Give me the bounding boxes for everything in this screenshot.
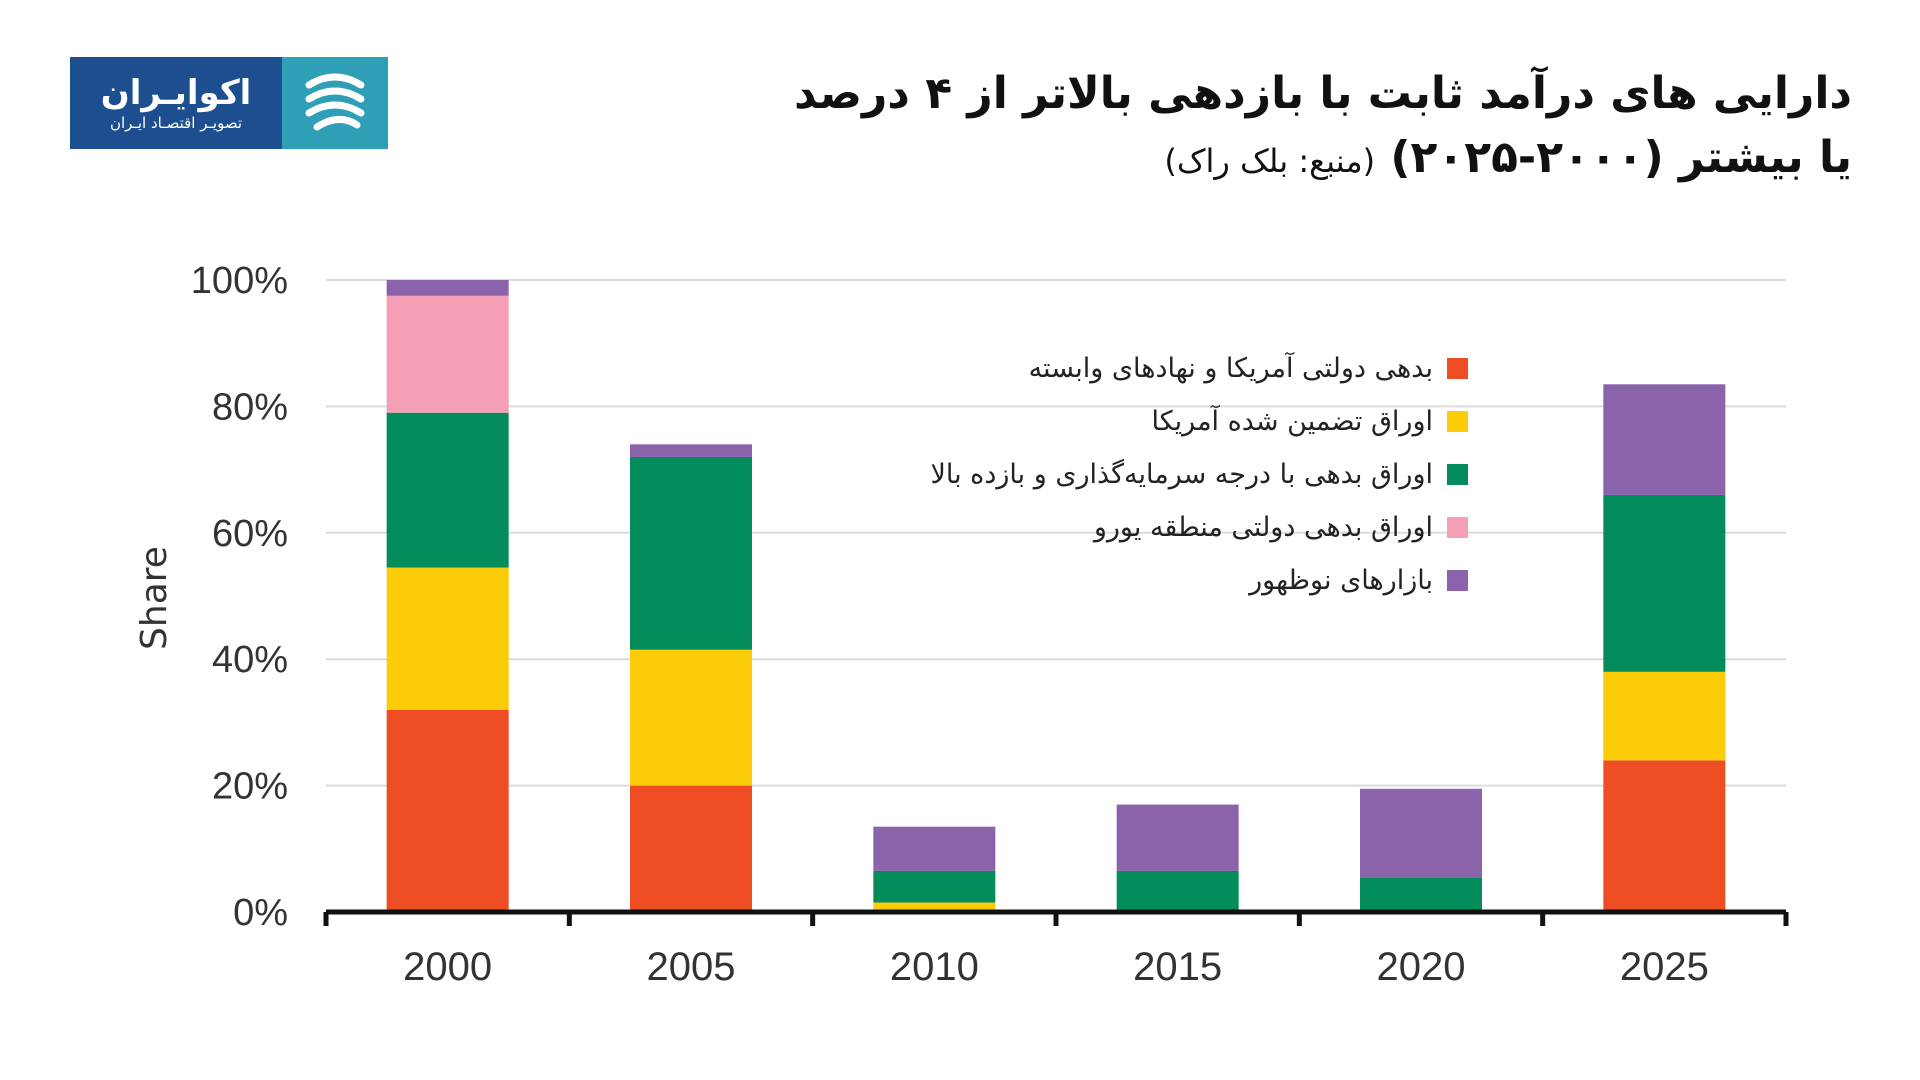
legend-item: بازارهای نوظهور [930,554,1468,607]
bar-segment [1603,384,1726,495]
bar-segment [386,567,509,710]
ecoiran-logo: اکوایـران تصویـر اقتصـاد ایـران [70,57,388,149]
legend-item: بدهی دولتی آمریکا و نهادهای وابسته [930,342,1468,395]
bars [386,280,1726,912]
bar-segment [630,444,752,457]
x-tick-label: 2005 [647,945,736,989]
bar-segment [873,902,996,912]
title-line-1: دارایی های درآمد ثابت با بازدهی بالاتر ا… [794,68,1852,119]
legend-swatch [1447,358,1468,379]
legend-label: بازارهای نوظهور [1249,565,1433,596]
legend-item: اوراق تضمین شده آمریکا [930,395,1468,448]
logo-text-box: اکوایـران تصویـر اقتصـاد ایـران [70,57,282,149]
bar-segment [1116,804,1239,871]
title-line-2: یا بیشتر (۲۰۰۰-۲۰۲۵) (منبع: بلک راک) [652,126,1852,193]
bar-segment [873,870,996,903]
legend-swatch [1447,517,1468,538]
legend-label: اوراق تضمین شده آمریکا [1151,406,1433,437]
bar-segment [1603,494,1726,672]
bar-segment [386,412,509,568]
y-tick-label: 100% [191,260,288,302]
y-tick-label: 40% [212,639,288,681]
legend-label: اوراق بدهی با درجه سرمایه‌گذاری و بازده … [930,459,1433,490]
source-note: (منبع: بلک راک) [1164,142,1376,180]
x-tick-label: 2015 [1133,945,1222,989]
x-axis [323,909,1789,926]
bar-segment [1360,877,1482,912]
legend-item: اوراق بدهی با درجه سرمایه‌گذاری و بازده … [930,448,1468,501]
bar-segment [1360,788,1482,878]
x-tick-label: 2010 [890,945,979,989]
y-tick-label: 80% [212,386,288,428]
legend-label: اوراق بدهی دولتی منطقه یورو [1093,512,1433,543]
chart-title: دارایی های درآمد ثابت با بازدهی بالاتر ا… [652,62,1852,193]
x-tick-label: 2020 [1377,945,1466,989]
x-axis-ticks: 2000 2005 2010 2015 2020 2025 [403,945,1709,989]
x-tick-label: 2000 [403,945,492,989]
chart-legend: بدهی دولتی آمریکا و نهادهای وابسته اوراق … [930,342,1468,607]
y-tick-label: 0% [233,892,288,934]
y-tick-label: 60% [212,513,288,555]
logo-name: اکوایـران [100,73,252,113]
bar-segment [1116,870,1239,912]
legend-swatch [1447,411,1468,432]
title-line-2-text: یا بیشتر (۲۰۰۰-۲۰۲۵) [1390,132,1852,183]
x-tick-label: 2025 [1620,945,1709,989]
bar-segment [630,785,752,912]
legend-item: اوراق بدهی دولتی منطقه یورو [930,501,1468,554]
bar-segment [1603,671,1726,761]
bar-segment [873,826,996,871]
legend-swatch [1447,570,1468,591]
bar-segment [386,709,509,912]
bar-segment [630,456,752,650]
y-axis-ticks: 0% 20% 40% 60% 80% 100% [191,260,288,934]
legend-label: بدهی دولتی آمریکا و نهادهای وابسته [1028,353,1433,384]
y-axis-label: Share [134,546,175,650]
bar-segment [386,295,509,413]
logo-tagline: تصویـر اقتصـاد ایـران [109,114,243,132]
bar-segment [386,280,509,296]
legend-swatch [1447,464,1468,485]
logo-mark-icon [282,57,388,149]
gridlines [326,279,1786,787]
bar-segment [630,649,752,786]
y-tick-label: 20% [212,766,288,808]
bar-segment [1603,760,1726,912]
